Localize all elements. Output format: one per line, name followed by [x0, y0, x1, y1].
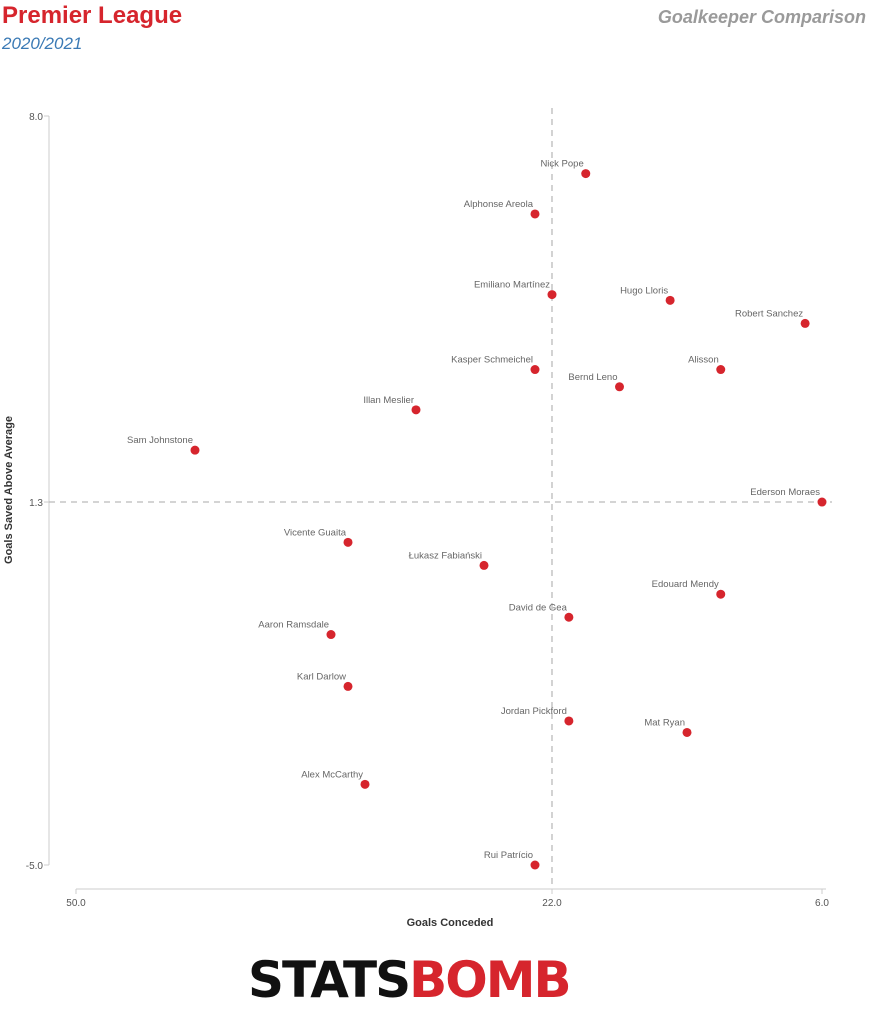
- data-point: [716, 589, 726, 599]
- point-label: Bernd Leno: [568, 372, 617, 383]
- data-point: [530, 365, 540, 375]
- x-tick-label: 6.0: [815, 898, 829, 909]
- point-label: Emiliano Martínez: [474, 280, 550, 291]
- data-point: [479, 560, 489, 570]
- logo-stats-text: STATS: [248, 951, 411, 1009]
- point-label: Ederson Moraes: [750, 487, 820, 498]
- x-tick-label: 22.0: [542, 898, 562, 909]
- point-label: Alphonse Areola: [464, 199, 534, 210]
- statsbomb-logo: STATSBOMB: [248, 955, 572, 1005]
- point-label: Vicente Guaita: [284, 527, 347, 538]
- point-label: Alex McCarthy: [301, 769, 363, 780]
- point-label: Aaron Ramsdale: [258, 620, 329, 631]
- logo-bomb-text: BOMB: [409, 951, 571, 1009]
- chart-title: Goalkeeper Comparison: [657, 7, 866, 27]
- data-point: [190, 445, 200, 455]
- scatter-chart: 8.0 1.3 -5.0 50.0 22.0 6.0 Goals Conceded Goals…: [3, 108, 832, 929]
- point-label: Łukasz Fabiański: [409, 550, 482, 561]
- data-point: [665, 295, 675, 305]
- y-tick-label: -5.0: [26, 861, 44, 872]
- x-tick-label: 50.0: [66, 898, 86, 909]
- data-point: [530, 860, 540, 870]
- point-label: Hugo Lloris: [620, 285, 668, 296]
- league-title: Premier League: [2, 2, 183, 29]
- point-label: Edouard Mendy: [652, 579, 719, 590]
- point-label: Kasper Schmeichel: [451, 355, 533, 366]
- data-point: [530, 209, 540, 219]
- point-label: Robert Sanchez: [735, 308, 803, 319]
- data-point: [581, 169, 591, 179]
- data-point: [564, 716, 574, 726]
- point-label: Jordan Pickford: [501, 706, 567, 717]
- point-label: David de Gea: [509, 602, 568, 613]
- point-label: Rui Patrício: [484, 850, 533, 861]
- point-label: Illan Meslier: [363, 395, 414, 406]
- reference-lines: [49, 108, 832, 889]
- data-point: [716, 365, 726, 375]
- data-point: [411, 405, 421, 415]
- data-point: [564, 612, 574, 622]
- data-point: [343, 681, 353, 691]
- x-axis-title: Goals Conceded: [407, 917, 494, 929]
- data-point: [615, 382, 624, 392]
- data-point: [682, 727, 692, 737]
- point-label: Karl Darlow: [297, 671, 346, 682]
- point-label: Alisson: [688, 355, 719, 366]
- point-label: Nick Pope: [540, 159, 583, 170]
- data-point: [326, 630, 336, 640]
- data-point: [800, 318, 810, 328]
- y-axis-title: Goals Saved Above Average: [3, 416, 15, 564]
- data-point: [547, 290, 557, 300]
- point-label: Mat Ryan: [644, 717, 685, 728]
- data-point: [360, 779, 370, 789]
- axes: 8.0 1.3 -5.0 50.0 22.0 6.0 Goals Conceded Goals…: [3, 112, 829, 929]
- y-tick-label: 1.3: [29, 498, 43, 509]
- data-points: Nick Pope Alphonse Areola Emiliano Martíne…: [127, 159, 827, 870]
- point-label: Sam Johnstone: [127, 435, 193, 446]
- y-tick-label: 8.0: [29, 112, 43, 123]
- data-point: [817, 497, 827, 507]
- season-label: 2020/2021: [2, 34, 83, 53]
- data-point: [343, 537, 353, 547]
